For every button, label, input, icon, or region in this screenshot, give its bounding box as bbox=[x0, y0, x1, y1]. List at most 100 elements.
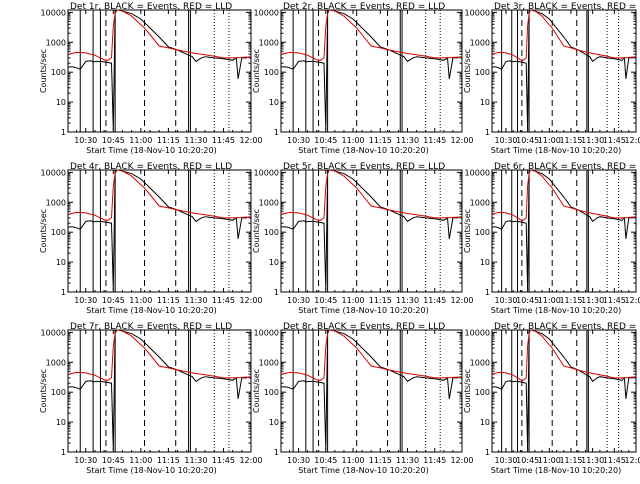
y-tick-label: 1 bbox=[61, 288, 66, 297]
y-tick-label: 100 bbox=[475, 228, 490, 237]
y-tick-label: 10000 bbox=[465, 168, 490, 177]
x-tick-label: 11:15 bbox=[157, 456, 180, 465]
y-tick-label: 100 bbox=[475, 68, 490, 77]
y-axis-label: Counts/sec bbox=[252, 209, 261, 253]
x-tick-label: 10:45 bbox=[314, 296, 337, 305]
panel-1r: Det 1r, BLACK = Events, RED = LLD 10:30 10… bbox=[39, 2, 263, 155]
lld-series-line bbox=[281, 170, 462, 221]
y-axis-label: Counts/sec bbox=[39, 369, 48, 413]
y-tick-label: 10000 bbox=[41, 168, 66, 177]
x-tick-label: 12:00 bbox=[624, 136, 640, 145]
x-tick-label: 11:45 bbox=[212, 136, 235, 145]
plot-frame bbox=[491, 9, 637, 133]
y-tick-label: 10000 bbox=[254, 168, 279, 177]
y-tick-label: 1 bbox=[61, 448, 66, 457]
panel-6r: Det 6r, BLACK = Events, RED = LLD10:3010… bbox=[463, 162, 640, 315]
events-series-line bbox=[492, 330, 634, 450]
plot-area bbox=[281, 170, 462, 292]
y-tick-label: 10 bbox=[56, 258, 66, 267]
y-tick-label: 1 bbox=[61, 128, 66, 137]
y-tick-label: 1 bbox=[485, 128, 490, 137]
x-tick-label: 10:30 bbox=[494, 136, 517, 145]
x-tick-label: 12:00 bbox=[239, 296, 262, 305]
y-axis-label: Counts/sec bbox=[252, 49, 261, 93]
x-tick-label: 11:30 bbox=[581, 296, 604, 305]
x-tick-label: 11:00 bbox=[129, 136, 152, 145]
x-tick-label: 11:15 bbox=[157, 136, 180, 145]
x-tick-label: 10:45 bbox=[102, 296, 125, 305]
plot-frame bbox=[67, 9, 252, 133]
panel-title: Det 3r, BLACK = Events, RED = LLD bbox=[494, 2, 640, 12]
panel-title: Det 4r, BLACK = Events, RED = LLD bbox=[70, 162, 232, 172]
x-tick-label: 12:00 bbox=[624, 456, 640, 465]
y-tick-label: 10000 bbox=[254, 8, 279, 17]
x-tick-label: 10:30 bbox=[287, 296, 310, 305]
x-axis-label: Start Time (18-Nov-10 10:20:20) bbox=[86, 466, 216, 475]
x-tick-label: 11:30 bbox=[396, 296, 419, 305]
lld-series-line bbox=[492, 170, 636, 221]
x-tick-label: 12:00 bbox=[239, 456, 262, 465]
x-tick-label: 10:45 bbox=[314, 136, 337, 145]
x-axis-label: Start Time (18-Nov-10 10:20:20) bbox=[491, 306, 621, 315]
x-tick-label: 11:00 bbox=[129, 296, 152, 305]
panel-3r: Det 3r, BLACK = Events, RED = LLD10:3010… bbox=[463, 2, 640, 155]
plot-frame bbox=[491, 329, 637, 453]
y-axis-label: Counts/sec bbox=[252, 369, 261, 413]
x-tick-label: 11:15 bbox=[369, 456, 392, 465]
y-tick-label: 10 bbox=[56, 98, 66, 107]
y-tick-label: 10000 bbox=[41, 8, 66, 17]
lld-series-line bbox=[492, 330, 636, 381]
y-axis-label: Counts/sec bbox=[39, 209, 48, 253]
x-axis-label: Start Time (18-Nov-10 10:20:20) bbox=[298, 306, 428, 315]
y-axis-label: Counts/sec bbox=[39, 49, 48, 93]
events-series-line bbox=[281, 10, 459, 130]
lld-series-line bbox=[68, 10, 251, 61]
plot-frame bbox=[67, 329, 252, 453]
panel-title: Det 8r, BLACK = Events, RED = LLD bbox=[283, 322, 445, 332]
x-tick-label: 11:00 bbox=[538, 136, 561, 145]
y-tick-label: 1 bbox=[485, 288, 490, 297]
x-tick-label: 11:30 bbox=[581, 456, 604, 465]
y-tick-label: 100 bbox=[51, 228, 66, 237]
x-tick-label: 10:30 bbox=[74, 136, 97, 145]
panel-title: Det 1r, BLACK = Events, RED = LLD bbox=[70, 2, 232, 12]
panel-title: Det 7r, BLACK = Events, RED = LLD bbox=[70, 322, 232, 332]
plot-area bbox=[281, 330, 462, 452]
events-series-line bbox=[68, 10, 248, 130]
plot-area bbox=[492, 170, 636, 292]
y-tick-label: 1000 bbox=[470, 38, 490, 47]
x-tick-label: 11:15 bbox=[157, 296, 180, 305]
events-series-line bbox=[68, 330, 248, 450]
x-tick-label: 11:00 bbox=[538, 456, 561, 465]
x-tick-label: 10:45 bbox=[516, 296, 539, 305]
x-tick-label: 11:45 bbox=[212, 296, 235, 305]
x-axis-label: Start Time (18-Nov-10 10:20:20) bbox=[491, 466, 621, 475]
y-tick-label: 1000 bbox=[46, 198, 66, 207]
panel-title: Det 5r, BLACK = Events, RED = LLD bbox=[283, 162, 445, 172]
plot-area bbox=[68, 10, 251, 132]
panel-5r: Det 5r, BLACK = Events, RED = LLD 10:30 10… bbox=[252, 162, 474, 315]
y-tick-label: 1 bbox=[274, 288, 279, 297]
x-tick-label: 10:30 bbox=[287, 136, 310, 145]
events-series-line bbox=[281, 330, 459, 450]
x-tick-label: 11:30 bbox=[396, 456, 419, 465]
y-tick-label: 10000 bbox=[41, 328, 66, 337]
lld-series-line bbox=[68, 170, 251, 221]
panel-7r: Det 7r, BLACK = Events, RED = LLD 10:30 10… bbox=[39, 322, 263, 475]
x-tick-label: 12:00 bbox=[450, 456, 473, 465]
y-tick-label: 1000 bbox=[470, 358, 490, 367]
y-tick-label: 10 bbox=[269, 258, 279, 267]
x-tick-label: 10:45 bbox=[516, 136, 539, 145]
x-axis-label: Start Time (18-Nov-10 10:20:20) bbox=[491, 146, 621, 155]
lld-series-line bbox=[281, 10, 462, 61]
y-tick-label: 10 bbox=[480, 98, 490, 107]
x-tick-label: 10:45 bbox=[314, 456, 337, 465]
events-series-line bbox=[492, 10, 634, 130]
panel-2r: Det 2r, BLACK = Events, RED = LLD 10:30 10… bbox=[252, 2, 474, 155]
y-tick-label: 100 bbox=[264, 228, 279, 237]
x-tick-label: 11:30 bbox=[581, 136, 604, 145]
y-tick-label: 10000 bbox=[465, 8, 490, 17]
plot-area bbox=[492, 330, 636, 452]
y-axis-label: Counts/sec bbox=[463, 209, 472, 253]
x-tick-label: 11:45 bbox=[212, 456, 235, 465]
